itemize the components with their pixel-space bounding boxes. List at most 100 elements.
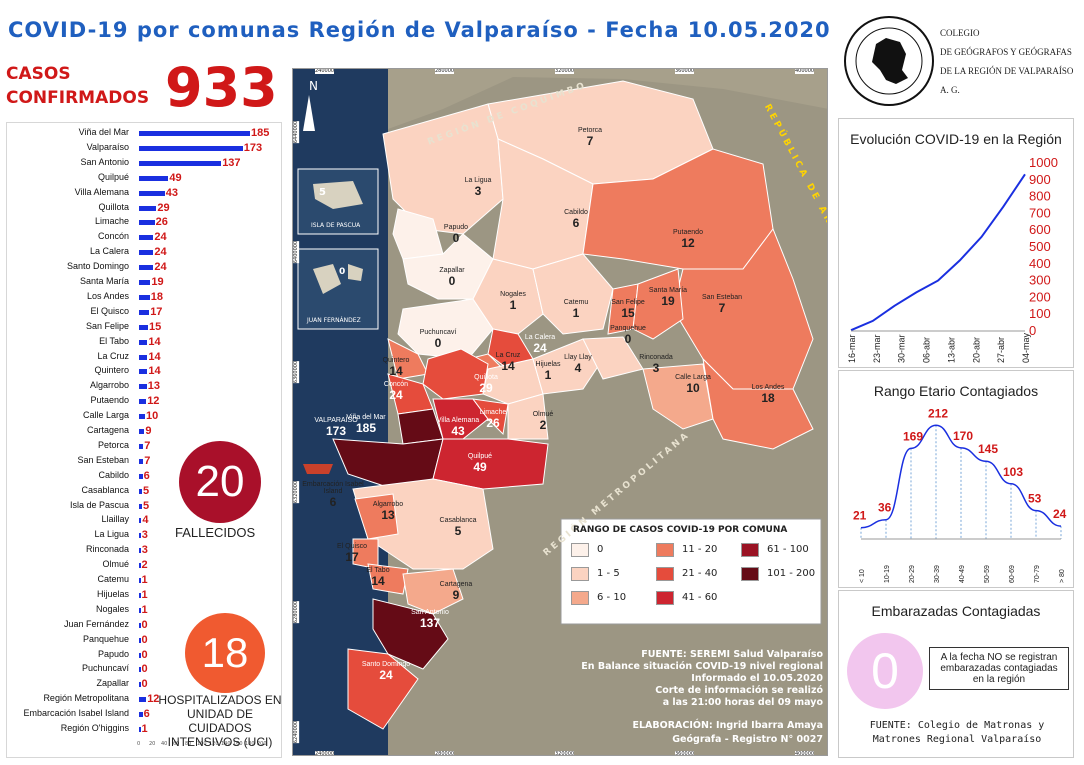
bar-label: La Calera bbox=[89, 246, 129, 257]
bar-label: Algarrobo bbox=[89, 380, 129, 391]
comuna-value: 6 bbox=[329, 495, 337, 509]
bar-label: Concón bbox=[97, 231, 129, 242]
bar-label: Calle Larga bbox=[82, 410, 129, 421]
bar bbox=[139, 473, 143, 479]
matronas-source-line1: FUENTE: Colegio de Matronas y bbox=[869, 720, 1045, 731]
bar bbox=[139, 309, 150, 315]
bar-label: Viña del Mar bbox=[78, 127, 129, 137]
comuna-label: Cartagena 9 bbox=[421, 581, 491, 602]
bar-value: 5 bbox=[143, 484, 150, 497]
age-data-label: 24 bbox=[1053, 507, 1067, 521]
comuna-name: San Antonio bbox=[411, 609, 449, 616]
comuna-value: 0 bbox=[448, 274, 456, 288]
map-source-line: En Balance situación COVID-19 nivel regi… bbox=[581, 661, 823, 672]
bar-label: Isla de Pascua bbox=[69, 499, 129, 510]
bar-axis-tick: 180 bbox=[245, 741, 255, 747]
bar bbox=[139, 682, 141, 688]
coord-y: 6400000 bbox=[293, 240, 300, 264]
bar bbox=[139, 622, 141, 628]
comuna-label: Casablanca 5 bbox=[423, 517, 493, 538]
comuna-label: San Antonio 137 bbox=[395, 609, 465, 630]
bar-label: Valparaíso bbox=[86, 141, 129, 152]
bar bbox=[139, 652, 141, 658]
bar bbox=[139, 250, 154, 256]
comuna-label: Quilpué 49 bbox=[445, 453, 515, 474]
bar-label: Cabildo bbox=[98, 469, 129, 480]
bar-value: 0 bbox=[141, 633, 148, 646]
legend-label: 6 - 10 bbox=[597, 592, 627, 603]
bar-label: Villa Alemana bbox=[74, 186, 129, 197]
comuna-name: Llay Llay bbox=[564, 354, 592, 361]
cases-total: 933 bbox=[165, 56, 278, 119]
comuna-value: 1 bbox=[544, 368, 552, 382]
bar-label: Región O'higgins bbox=[60, 723, 129, 733]
bar-label: Panquehue bbox=[82, 633, 129, 644]
bar bbox=[139, 160, 222, 166]
comuna-name: Los Andes bbox=[751, 384, 785, 391]
legend-swatch bbox=[741, 543, 759, 557]
bar-value: 17 bbox=[150, 305, 163, 318]
comuna-label: Zapallar 0 bbox=[417, 267, 487, 288]
bar-label: El Quisco bbox=[90, 305, 129, 316]
bar-value: 3 bbox=[141, 529, 148, 542]
comuna-value: 18 bbox=[761, 391, 775, 405]
legend-swatch bbox=[656, 567, 674, 581]
age-line bbox=[860, 424, 1062, 529]
evolution-x-tick: 23-mar bbox=[872, 334, 882, 363]
comuna-name: Concón bbox=[383, 381, 409, 388]
comuna-name: Puchuncaví bbox=[419, 329, 457, 336]
legend-swatch bbox=[571, 567, 589, 581]
bar-label: Región Metropolitana bbox=[43, 693, 129, 704]
comuna-label: Rinconada 3 bbox=[621, 354, 691, 375]
bar-value: 24 bbox=[154, 231, 167, 244]
bar-axis-tick: 200 bbox=[257, 741, 267, 747]
bar-value: 3 bbox=[141, 544, 148, 557]
age-x-tick: 70-79 bbox=[1034, 565, 1041, 583]
bar bbox=[139, 280, 151, 285]
embarazadas-note: A la fecha NO se registran embarazadas c… bbox=[929, 647, 1069, 690]
age-data-label: 212 bbox=[928, 406, 948, 420]
comuna-label: La Ligua 3 bbox=[443, 177, 513, 198]
coord-y: 6440000 bbox=[293, 120, 300, 144]
fallecidos-label: FALLECIDOS bbox=[175, 525, 256, 540]
inset-jf-label: JUAN FERNÁNDEZ bbox=[307, 317, 361, 324]
age-data-label: 170 bbox=[953, 429, 973, 443]
bar bbox=[139, 727, 141, 732]
comuna-label: VALPARAÍSO 173 bbox=[301, 417, 371, 438]
evolution-y-tick: 0 bbox=[1029, 323, 1036, 338]
bar-label: Papudo bbox=[97, 648, 129, 659]
comuna-label: Hijuelas 1 bbox=[513, 361, 583, 382]
bar-label: Petorca bbox=[97, 439, 129, 450]
legend-label: 61 - 100 bbox=[767, 544, 809, 555]
age-data-label: 53 bbox=[1028, 492, 1042, 506]
colegio-seal-logo bbox=[842, 14, 936, 108]
comuna-label: La Cruz 14 bbox=[473, 352, 543, 373]
comuna-value: 24 bbox=[533, 341, 547, 355]
coord-x: 360000 bbox=[675, 68, 695, 74]
comuna-name: La Cruz bbox=[495, 352, 521, 359]
comuna-name: Algarrobo bbox=[372, 501, 404, 508]
comuna-label: San Esteban 7 bbox=[687, 294, 757, 315]
map-source-line: a las 21:00 horas del 09 mayo bbox=[662, 697, 823, 708]
bar bbox=[139, 592, 141, 598]
bar bbox=[139, 190, 165, 196]
inset-jf-value: 0 bbox=[339, 267, 346, 277]
comuna-value: 10 bbox=[686, 381, 700, 395]
bar bbox=[139, 414, 145, 420]
bar-value: 12 bbox=[147, 693, 160, 706]
coord-y: 6280000 bbox=[293, 600, 300, 624]
bar bbox=[139, 458, 144, 464]
bar-value: 14 bbox=[148, 350, 161, 363]
age-panel: Rango Etario Contagiados 21 36 169 212 170 14… bbox=[838, 370, 1074, 588]
comuna-label: Santo Domingo 24 bbox=[351, 661, 421, 682]
bar bbox=[139, 205, 157, 211]
comuna-value: 14 bbox=[371, 574, 385, 588]
comuna-value: 0 bbox=[434, 336, 442, 350]
colegio-name: COLEGIO DE GEÓGRAFOS Y GEÓGRAFAS DE LA R… bbox=[940, 24, 1073, 100]
comuna-value: 15 bbox=[621, 306, 635, 320]
bar bbox=[139, 578, 141, 583]
comuna-value: 6 bbox=[572, 216, 580, 230]
comuna-label: Santa María 19 bbox=[633, 287, 703, 308]
legend-title: RANGO DE CASOS COVID-19 POR COMUNA bbox=[573, 525, 788, 535]
bar bbox=[139, 265, 154, 271]
